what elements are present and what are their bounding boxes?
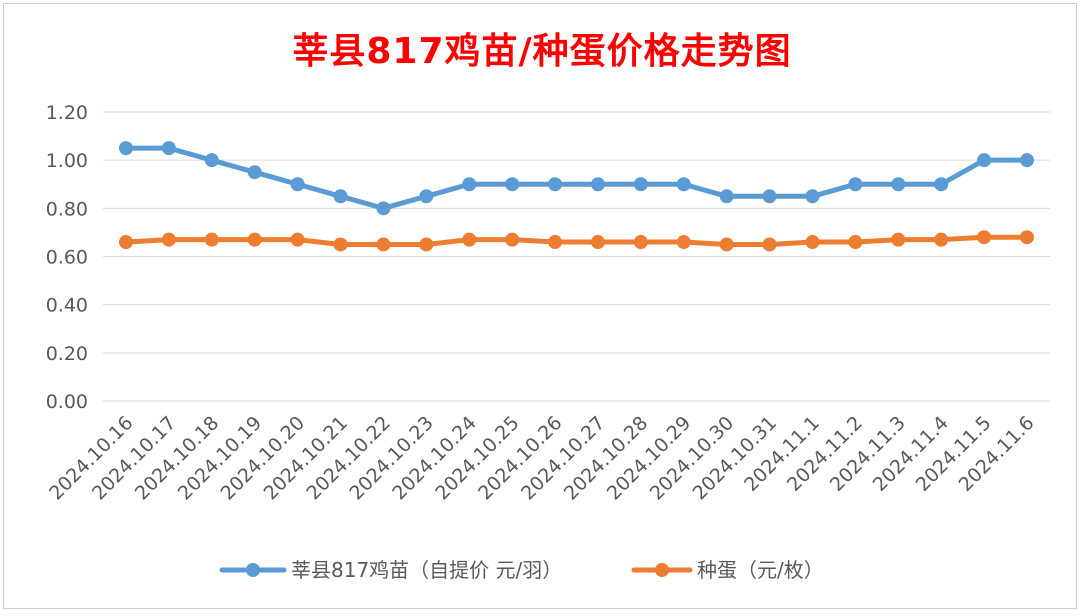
- data-point-series-0: [934, 177, 949, 192]
- data-point-series-0: [419, 189, 434, 204]
- data-point-series-1: [333, 237, 348, 252]
- data-point-series-1: [934, 232, 949, 247]
- y-tick-label: 1.00: [46, 150, 88, 172]
- y-tick-label: 0.00: [46, 391, 88, 413]
- data-point-series-0: [891, 177, 906, 192]
- data-point-series-0: [848, 177, 863, 192]
- chart-frame: [3, 3, 1077, 609]
- y-tick-label: 1.20: [46, 102, 88, 124]
- series-line-0: [123, 145, 1030, 211]
- y-axis-ticks: 0.00 0.20 0.40 0.60 0.80 1.00 1.20: [46, 102, 88, 413]
- data-point-series-1: [762, 237, 777, 252]
- data-point-series-1: [590, 235, 605, 250]
- data-point-series-0: [290, 177, 305, 192]
- legend-marker-0: [246, 563, 260, 577]
- legend-label-0: 莘县817鸡苗（自提价 元/羽）: [291, 558, 562, 582]
- data-point-series-0: [548, 177, 563, 192]
- data-point-series-0: [719, 189, 734, 204]
- data-point-series-1: [462, 232, 477, 247]
- data-point-series-1: [719, 237, 734, 252]
- data-point-series-1: [805, 235, 820, 250]
- y-tick-label: 0.20: [46, 343, 88, 365]
- data-point-series-1: [977, 230, 992, 245]
- data-point-series-1: [891, 232, 906, 247]
- x-axis-ticks: 2024.10.162024.10.172024.10.182024.10.19…: [45, 412, 1038, 504]
- data-point-series-1: [848, 235, 863, 250]
- data-point-series-0: [247, 165, 262, 180]
- data-point-series-0: [977, 153, 992, 168]
- data-point-series-0: [1020, 153, 1034, 168]
- data-point-series-1: [119, 235, 133, 250]
- data-point-series-1: [204, 232, 219, 247]
- data-point-series-1: [290, 232, 305, 247]
- data-point-series-1: [376, 237, 391, 252]
- data-point-series-0: [376, 201, 391, 216]
- series-line-1: [123, 234, 1030, 247]
- y-tick-label: 0.80: [46, 198, 88, 220]
- data-point-series-0: [762, 189, 777, 204]
- data-point-series-0: [161, 141, 176, 156]
- data-point-series-0: [633, 177, 648, 192]
- data-point-series-0: [805, 189, 820, 204]
- data-point-series-1: [247, 232, 262, 247]
- legend-label-1: 种蛋（元/枚）: [697, 558, 824, 582]
- y-tick-label: 0.40: [46, 295, 88, 317]
- data-point-series-0: [119, 141, 133, 156]
- legend: 莘县817鸡苗（自提价 元/羽） 种蛋（元/枚）: [219, 558, 824, 582]
- data-point-series-1: [1020, 230, 1034, 245]
- data-point-series-0: [505, 177, 520, 192]
- data-point-series-1: [676, 235, 691, 250]
- legend-marker-1: [655, 563, 669, 577]
- data-point-series-1: [548, 235, 563, 250]
- chart-title: 莘县817鸡苗/种蛋价格走势图: [292, 31, 792, 72]
- data-point-series-0: [590, 177, 605, 192]
- grid-lines: [103, 111, 1050, 402]
- data-point-series-0: [333, 189, 348, 204]
- data-point-series-0: [204, 153, 219, 168]
- data-point-series-1: [505, 232, 520, 247]
- data-point-series-1: [419, 237, 434, 252]
- data-point-series-0: [462, 177, 477, 192]
- y-tick-label: 0.60: [46, 247, 88, 269]
- data-point-series-1: [161, 232, 176, 247]
- data-point-series-0: [676, 177, 691, 192]
- data-point-series-1: [633, 235, 648, 250]
- series-lines: [119, 141, 1034, 252]
